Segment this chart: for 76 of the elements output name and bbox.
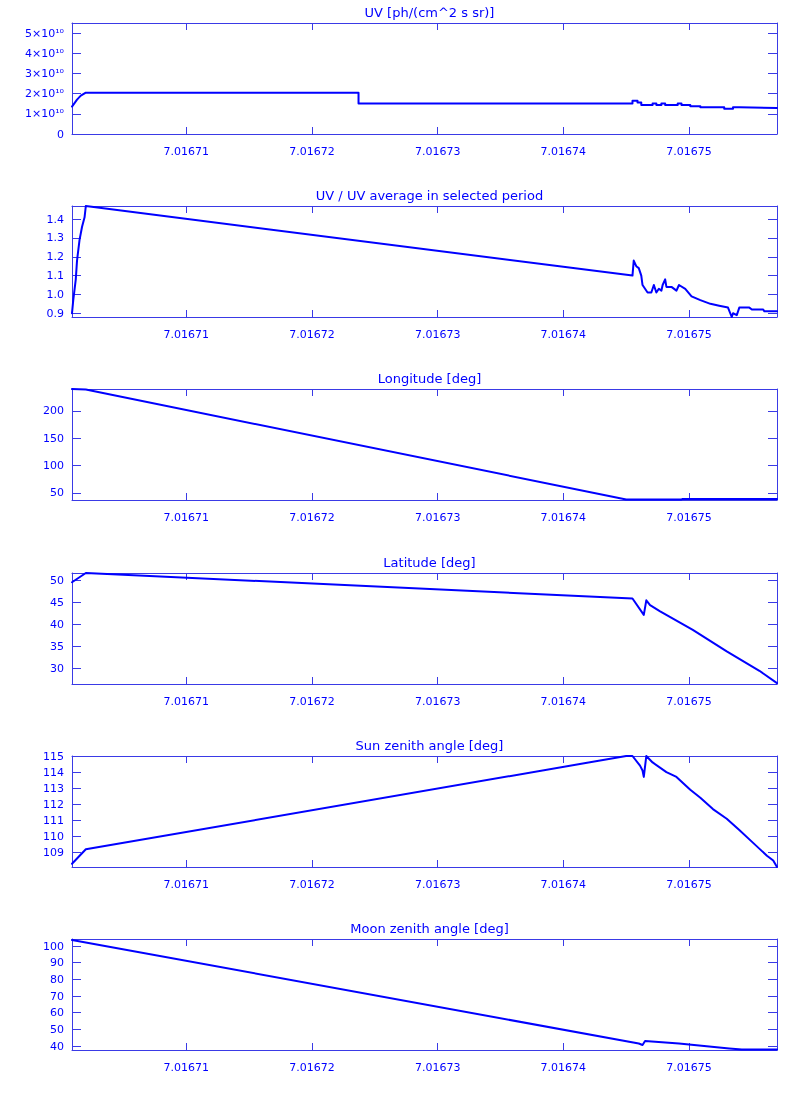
chart-title: UV / UV average in selected period [315, 188, 544, 203]
x-tick-label: 7.01671 [163, 328, 210, 341]
y-tick-label: 4×10¹⁰ [24, 46, 65, 60]
x-tick-label: 7.01675 [666, 695, 712, 708]
line-series [71, 572, 778, 685]
y-tick-label: 100 [43, 939, 64, 953]
x-tick-label: 7.01672 [289, 878, 335, 891]
y-tick-label: 40 [50, 617, 64, 631]
y-tick-label: 70 [50, 989, 64, 1003]
x-tick-label: 7.01673 [414, 145, 461, 158]
x-tick-label: 7.01675 [666, 878, 712, 891]
x-tick-label: 7.01671 [163, 145, 210, 158]
y-tick-label: 35 [50, 639, 64, 653]
y-tick-label: 90 [50, 956, 64, 970]
y-tick-label: 113 [43, 781, 64, 795]
y-tick-label: 150 [43, 431, 64, 445]
x-tick-label: 7.01675 [666, 1061, 712, 1074]
line-series [71, 205, 778, 318]
y-tick-label: 1.2 [46, 250, 64, 264]
x-tick-label: 7.01672 [289, 511, 335, 524]
x-tick-label: 7.01671 [163, 878, 210, 891]
chart-title: Longitude [deg] [377, 371, 482, 386]
y-tick-label: 200 [43, 404, 64, 418]
x-tick-label: 7.01672 [289, 1061, 335, 1074]
y-tick-label: 1.3 [46, 231, 64, 245]
x-tick-label: 7.01671 [163, 1061, 210, 1074]
y-tick-label: 50 [50, 573, 64, 587]
line-series [71, 939, 778, 1051]
line-series [71, 388, 778, 501]
x-tick-label: 7.01674 [540, 878, 587, 891]
y-tick-label: 111 [43, 813, 64, 827]
y-tick-label: 1.1 [46, 269, 64, 283]
y-tick-label: 50 [50, 486, 64, 500]
x-tick-label: 7.01672 [289, 145, 335, 158]
y-tick-label: 40 [50, 1039, 64, 1053]
x-tick-label: 7.01674 [540, 1061, 587, 1074]
y-tick-label: 0.9 [46, 306, 64, 320]
y-tick-label: 112 [43, 797, 64, 811]
x-tick-label: 7.01675 [666, 328, 712, 341]
y-tick-label: 1.0 [46, 287, 64, 301]
chart-title: Moon zenith angle [deg] [350, 921, 509, 936]
y-tick-label: 80 [50, 972, 64, 986]
y-tick-label: 1.4 [46, 212, 64, 226]
x-tick-label: 7.01674 [540, 695, 587, 708]
x-tick-label: 7.01673 [414, 695, 461, 708]
x-tick-label: 7.01671 [163, 511, 210, 524]
x-tick-label: 7.01673 [414, 511, 461, 524]
chart-title: Latitude [deg] [383, 555, 476, 570]
y-tick-label: 0 [57, 127, 64, 141]
y-tick-label: 115 [43, 749, 64, 763]
y-tick-label: 30 [50, 661, 64, 675]
y-tick-label: 109 [43, 846, 64, 860]
x-tick-label: 7.01672 [289, 328, 335, 341]
x-tick-label: 7.01674 [540, 511, 587, 524]
y-tick-label: 50 [50, 1022, 64, 1036]
y-tick-label: 1×10¹⁰ [24, 107, 65, 121]
y-tick-label: 2×10¹⁰ [24, 87, 65, 101]
x-tick-label: 7.01675 [666, 145, 712, 158]
y-tick-label: 45 [50, 595, 64, 609]
x-tick-label: 7.01673 [414, 328, 461, 341]
y-tick-label: 114 [43, 765, 64, 779]
line-series [71, 755, 778, 868]
y-tick-label: 100 [43, 459, 64, 473]
x-tick-label: 7.01674 [540, 328, 587, 341]
x-tick-label: 7.01672 [289, 695, 335, 708]
y-tick-label: 110 [43, 829, 64, 843]
y-tick-label: 60 [50, 1006, 64, 1020]
chart-title: UV [ph/(cm^2 s sr)] [364, 5, 495, 20]
x-tick-label: 7.01675 [666, 511, 712, 524]
y-tick-label: 3×10¹⁰ [24, 66, 65, 80]
chart-title: Sun zenith angle [deg] [355, 738, 504, 753]
x-tick-label: 7.01673 [414, 1061, 461, 1074]
x-tick-label: 7.01673 [414, 878, 461, 891]
x-tick-label: 7.01671 [163, 695, 210, 708]
x-tick-label: 7.01674 [540, 145, 587, 158]
y-tick-label: 5×10¹⁰ [24, 26, 65, 40]
